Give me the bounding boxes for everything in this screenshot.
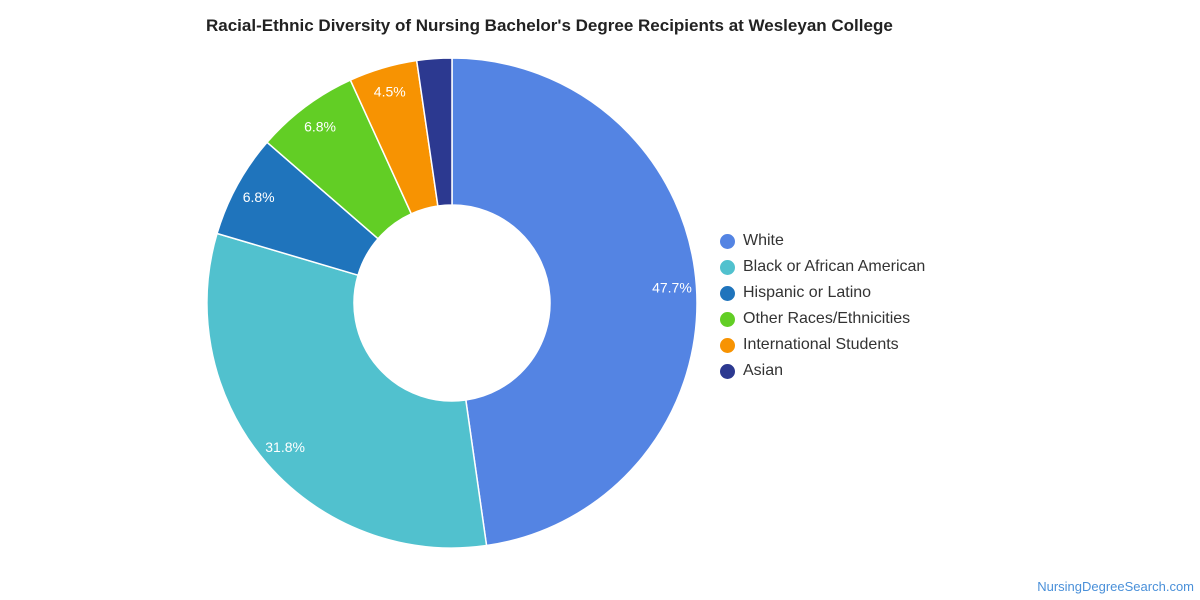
legend-label: Black or African American <box>743 258 926 275</box>
legend-item-2[interactable]: Hispanic or Latino <box>720 280 925 306</box>
legend-label: Other Races/Ethnicities <box>743 310 911 327</box>
legend-label: Hispanic or Latino <box>743 284 872 301</box>
legend-swatch <box>720 259 735 275</box>
legend-swatch <box>720 285 735 301</box>
legend-item-5[interactable]: Asian <box>720 358 925 384</box>
slice-label-1: 31.8% <box>265 439 305 455</box>
legend-item-0[interactable]: White <box>720 228 925 254</box>
donut-slice-0[interactable] <box>451 57 698 547</box>
chart-title: Racial-Ethnic Diversity of Nursing Bache… <box>206 16 893 35</box>
slice-label-4: 4.5% <box>374 83 406 99</box>
chart-legend: White Black or African American Hispanic o… <box>720 228 925 384</box>
legend-label: Asian <box>743 362 784 379</box>
legend-label: White <box>743 232 784 249</box>
footer-credit-link[interactable]: NursingDegreeSearch.com <box>1037 579 1194 594</box>
slice-label-3: 6.8% <box>304 118 336 134</box>
slice-label-2: 6.8% <box>243 189 275 205</box>
legend-item-4[interactable]: International Students <box>720 332 925 358</box>
legend-label: International Students <box>743 336 899 353</box>
legend-item-1[interactable]: Black or African American <box>720 254 925 280</box>
legend-swatch <box>720 363 735 379</box>
donut-slice-1[interactable] <box>206 232 488 549</box>
legend-swatch <box>720 233 735 249</box>
legend-swatch <box>720 311 735 327</box>
legend-swatch <box>720 337 735 353</box>
slice-label-0: 47.7% <box>652 279 692 295</box>
donut-slice-5[interactable] <box>415 57 453 207</box>
legend-item-3[interactable]: Other Races/Ethnicities <box>720 306 925 332</box>
